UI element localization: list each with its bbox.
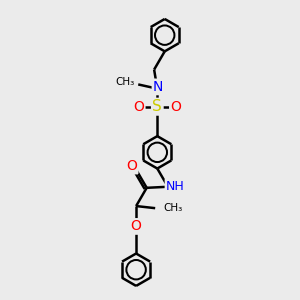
Text: CH₃: CH₃ — [164, 203, 183, 213]
Text: O: O — [126, 159, 137, 173]
Text: O: O — [170, 100, 181, 114]
Text: N: N — [153, 80, 164, 94]
Text: CH₃: CH₃ — [116, 77, 135, 87]
Text: O: O — [131, 219, 142, 233]
Text: S: S — [152, 99, 162, 114]
Text: O: O — [133, 100, 144, 114]
Text: NH: NH — [166, 180, 184, 193]
